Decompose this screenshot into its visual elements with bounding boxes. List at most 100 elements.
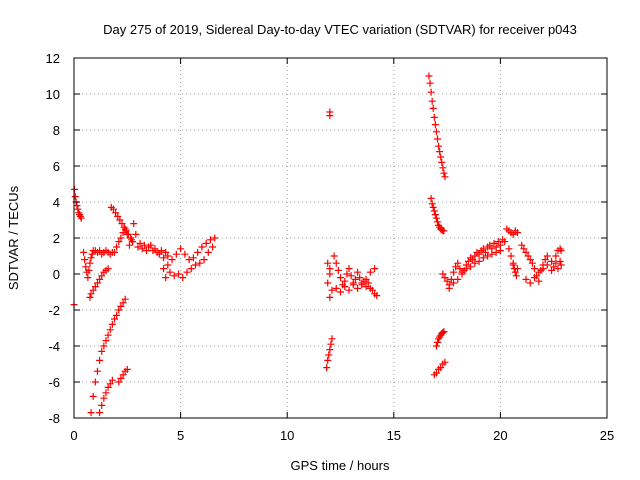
y-tick-label: -2: [48, 303, 60, 318]
data-point: [324, 279, 332, 287]
data-point: [98, 347, 106, 355]
data-point: [100, 394, 108, 402]
series-arc-r: [432, 328, 448, 350]
data-point: [368, 286, 376, 294]
data-point: [334, 266, 342, 274]
data-point: [469, 256, 477, 264]
data-point: [104, 383, 112, 391]
data-point: [82, 263, 90, 271]
data-point: [332, 284, 340, 292]
data-point: [115, 238, 123, 246]
data-point: [432, 342, 440, 350]
data-point: [427, 194, 435, 202]
data-point: [439, 329, 447, 336]
data-point: [128, 236, 136, 244]
data-point: [326, 293, 334, 301]
data-point: [441, 274, 449, 282]
data-point: [528, 259, 536, 267]
data-point: [354, 284, 362, 292]
data-point: [509, 261, 517, 269]
data-point: [204, 248, 212, 256]
x-tick-label: 10: [280, 428, 294, 443]
data-point: [168, 256, 176, 264]
data-point: [526, 279, 534, 287]
data-point: [429, 104, 437, 112]
data-point: [326, 270, 334, 278]
data-point: [434, 338, 442, 346]
data-point: [550, 263, 558, 271]
series-arc-t: [439, 236, 509, 289]
data-point: [475, 250, 483, 258]
data-point: [113, 311, 121, 319]
grid-lines: [73, 57, 608, 419]
data-point: [87, 409, 95, 417]
data-point: [507, 252, 515, 260]
x-tick-label: 5: [177, 428, 184, 443]
data-point: [471, 252, 479, 260]
x-tick-label: 15: [387, 428, 401, 443]
y-tick-label: 12: [46, 51, 60, 66]
data-point: [437, 364, 445, 372]
series-arc-s: [430, 358, 449, 379]
data-point: [111, 315, 119, 323]
data-point: [345, 286, 353, 294]
data-point: [172, 250, 180, 258]
series-arc-l: [323, 335, 336, 372]
data-point: [123, 365, 131, 373]
data-point: [554, 265, 562, 273]
data-point: [113, 243, 121, 251]
series-arc-c: [80, 247, 116, 282]
data-point: [84, 274, 92, 282]
series-arc-z: [548, 257, 565, 274]
data-point: [366, 268, 374, 276]
data-point: [118, 220, 126, 228]
data-point: [86, 293, 94, 301]
data-point: [543, 252, 551, 260]
data-point: [96, 409, 104, 417]
data-point: [138, 245, 146, 253]
data-point: [174, 270, 182, 278]
data-point: [194, 248, 202, 256]
data-point: [121, 225, 129, 233]
data-point: [458, 268, 466, 276]
data-point: [121, 295, 129, 303]
data-point: [522, 248, 530, 256]
data-point: [434, 218, 442, 226]
data-point: [325, 351, 333, 359]
data-point: [116, 216, 124, 224]
data-point: [556, 257, 564, 265]
series-arc-u: [445, 247, 504, 292]
data-point: [557, 261, 565, 269]
y-tick-label: 10: [46, 87, 60, 102]
series-arc-f: [96, 365, 131, 417]
data-point: [505, 245, 513, 253]
data-point: [535, 277, 543, 285]
data-point: [430, 113, 438, 121]
data-point: [552, 259, 560, 267]
data-point: [479, 254, 487, 262]
data-point: [471, 259, 479, 267]
data-point: [343, 270, 351, 278]
data-point: [104, 331, 112, 339]
data-point: [356, 274, 364, 282]
data-point: [441, 358, 449, 366]
data-point: [136, 239, 144, 247]
data-point: [108, 320, 116, 328]
data-point: [81, 256, 89, 264]
data-point: [179, 274, 187, 282]
data-point: [541, 256, 549, 264]
data-point: [454, 259, 462, 267]
data-point: [76, 212, 84, 220]
data-point: [467, 263, 475, 271]
data-point: [440, 169, 448, 177]
data-point: [112, 209, 120, 217]
data-point: [162, 248, 170, 256]
data-point: [492, 248, 500, 256]
data-point: [425, 72, 433, 80]
data-point: [327, 340, 335, 348]
data-point: [106, 380, 114, 388]
data-point: [328, 286, 336, 294]
data-point: [177, 245, 185, 253]
series-arc-q: [427, 194, 448, 235]
data-point: [490, 239, 498, 247]
